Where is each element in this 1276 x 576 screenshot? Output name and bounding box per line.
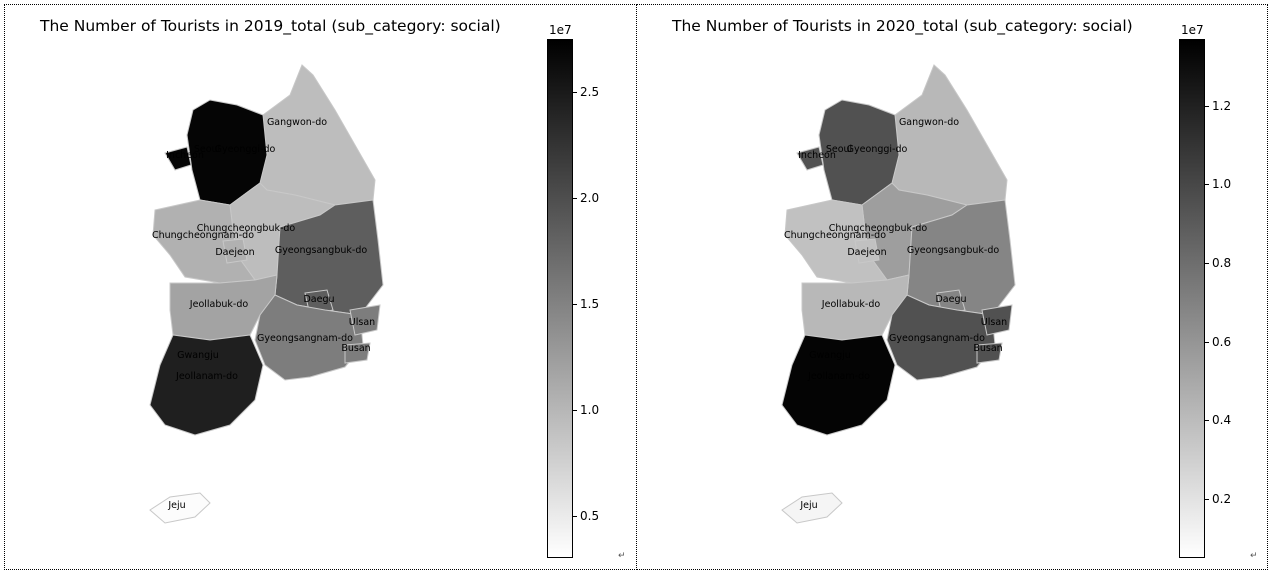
colorbar-exponent-2019: 1e7 xyxy=(549,23,572,37)
region-label-chungcheongbuk-do: Chungcheongbuk-do xyxy=(197,223,296,234)
colorbar-tick-label: 2.5 xyxy=(572,85,599,99)
region-label-daegu: Daegu xyxy=(303,294,334,305)
region-daejeon xyxy=(854,238,880,264)
region-label-jeju: Jeju xyxy=(799,500,817,511)
region-label-ulsan: Ulsan xyxy=(981,317,1007,328)
region-label-jeollabuk-do: Jeollabuk-do xyxy=(821,299,881,310)
map-title-2020: The Number of Tourists in 2020_total (su… xyxy=(672,17,1133,35)
colorbar-exponent-2020: 1e7 xyxy=(1181,23,1204,37)
colorbar-tick-label: 1.5 xyxy=(572,297,599,311)
region-gangwon-do xyxy=(891,64,1008,206)
region-label-jeju: Jeju xyxy=(167,500,185,511)
region-label-gyeongsangbuk-do: Gyeongsangbuk-do xyxy=(907,245,1000,256)
paragraph-mark: ↵ xyxy=(1250,551,1258,561)
region-label-gyeongsangnam-do: Gyeongsangnam-do xyxy=(257,333,353,344)
region-daejeon xyxy=(222,238,248,264)
region-label-chungcheongnam-do: Chungcheongnam-do xyxy=(784,230,886,241)
region-jeju xyxy=(781,492,843,524)
region-label-gyeongsangbuk-do: Gyeongsangbuk-do xyxy=(275,245,368,256)
region-label-busan: Busan xyxy=(341,343,370,354)
region-ulsan xyxy=(349,304,381,336)
colorbar-tick-label: 0.2 xyxy=(1204,492,1231,506)
region-incheon xyxy=(796,146,824,171)
region-incheon xyxy=(164,146,192,171)
region-busan xyxy=(976,342,1003,364)
region-label-gangwon-do: Gangwon-do xyxy=(267,117,327,128)
colorbar-tick-label: 0.5 xyxy=(572,509,599,523)
region-jeollanam-do xyxy=(781,334,896,436)
map-title-2019: The Number of Tourists in 2019_total (su… xyxy=(40,17,501,35)
region-label-ulsan: Ulsan xyxy=(349,317,375,328)
region-label-chungcheongnam-do: Chungcheongnam-do xyxy=(152,230,254,241)
region-label-seoul: Seoul xyxy=(194,144,220,155)
region-label-jeollanam-do: Jeollanam-do xyxy=(807,371,870,382)
region-label-gyeongsangnam-do: Gyeongsangnam-do xyxy=(889,333,985,344)
region-jeollanam-do xyxy=(149,334,264,436)
region-jeju xyxy=(149,492,211,524)
region-label-daegu: Daegu xyxy=(935,294,966,305)
colorbar-2020 xyxy=(1179,39,1205,558)
colorbar-tick-label: 2.0 xyxy=(572,191,599,205)
colorbar-tick-label: 1.0 xyxy=(1204,177,1231,191)
region-busan xyxy=(344,342,371,364)
region-label-chungcheongbuk-do: Chungcheongbuk-do xyxy=(829,223,928,234)
region-label-jeollanam-do: Jeollanam-do xyxy=(175,371,238,382)
colorbar-tick-label: 0.6 xyxy=(1204,335,1231,349)
map-panel-2020: The Number of Tourists in 2020_total (su… xyxy=(636,4,1268,570)
region-ulsan xyxy=(981,304,1013,336)
region-label-gwangju: Gwangju xyxy=(809,350,851,361)
colorbar-tick-label: 0.4 xyxy=(1204,413,1231,427)
region-label-gyeonggi-do: Gyeonggi-do xyxy=(215,144,276,155)
map-panel-2019: The Number of Tourists in 2019_total (su… xyxy=(4,4,637,570)
region-label-incheon: Incheon xyxy=(798,150,836,161)
region-label-seoul: Seoul xyxy=(826,144,852,155)
region-label-gyeonggi-do: Gyeonggi-do xyxy=(847,144,908,155)
region-label-daejeon: Daejeon xyxy=(847,247,886,258)
region-label-gangwon-do: Gangwon-do xyxy=(899,117,959,128)
region-gangwon-do xyxy=(259,64,376,206)
colorbar-tick-label: 1.0 xyxy=(572,403,599,417)
region-label-jeollabuk-do: Jeollabuk-do xyxy=(189,299,249,310)
region-label-busan: Busan xyxy=(973,343,1002,354)
region-label-incheon: Incheon xyxy=(166,150,204,161)
colorbar-tick-label: 0.8 xyxy=(1204,256,1231,270)
colorbar-2019 xyxy=(547,39,573,558)
paragraph-mark: ↵ xyxy=(618,551,626,561)
region-label-daejeon: Daejeon xyxy=(215,247,254,258)
colorbar-tick-label: 1.2 xyxy=(1204,99,1231,113)
region-label-gwangju: Gwangju xyxy=(177,350,219,361)
